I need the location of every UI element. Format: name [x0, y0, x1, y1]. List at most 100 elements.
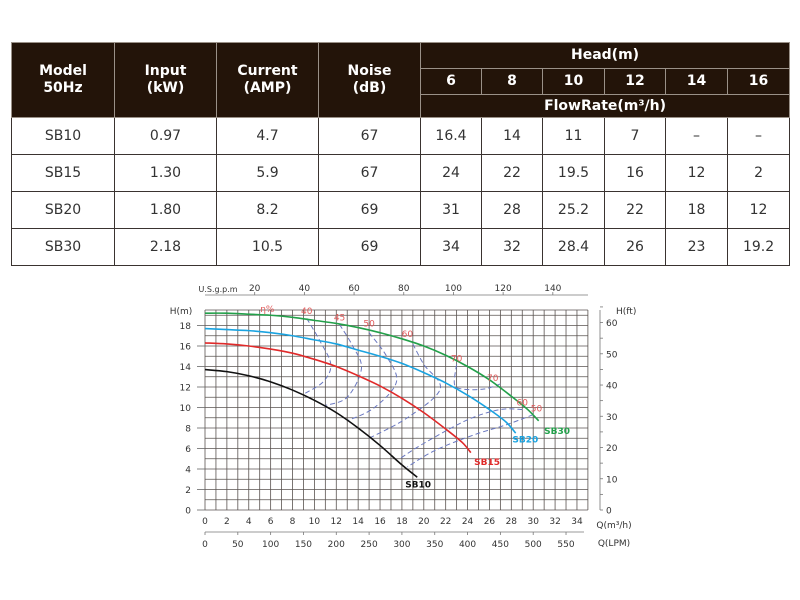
- flow-cell: 28.4: [542, 228, 605, 266]
- x-tick-label: 6: [268, 517, 274, 527]
- flow-cell: 32: [481, 228, 543, 266]
- header-head-group: Head(m): [419, 42, 791, 69]
- lpm-tick-label: 200: [328, 540, 345, 550]
- flow-cell: 19.5: [542, 154, 605, 192]
- efficiency-value-label: 50: [531, 405, 543, 415]
- x-tick-label: 0: [202, 517, 208, 527]
- ft-tick-label: 30: [606, 413, 618, 423]
- lpm-tick-label: 500: [525, 540, 542, 550]
- gpm-tick-label: 120: [495, 284, 512, 294]
- flow-cell: 28: [481, 191, 543, 229]
- current-cell: 10.5: [216, 228, 319, 266]
- efficiency-value-label: 60: [402, 330, 414, 340]
- x-tick-label: 16: [374, 517, 386, 527]
- gpm-tick-label: 80: [398, 284, 410, 294]
- ft-tick-label: 50: [606, 350, 618, 360]
- efficiency-curves: [303, 318, 534, 468]
- lpm-tick-label: 0: [202, 540, 208, 550]
- lpm-tick-label: 400: [459, 540, 476, 550]
- efficiency-curve-45: [325, 324, 362, 406]
- flow-cell: 22: [604, 191, 666, 229]
- model-cell: SB15: [11, 154, 115, 192]
- header-head-8: 8: [481, 68, 543, 95]
- y-tick-label: 16: [180, 343, 192, 353]
- efficiency-value-label: 70: [451, 354, 463, 364]
- pump-curve-sb15: [204, 342, 472, 454]
- header-head-14: 14: [665, 68, 728, 95]
- flow-cell: –: [726, 117, 791, 155]
- y-tick-label: 12: [180, 384, 191, 394]
- header-model: Model 50Hz: [11, 42, 115, 118]
- table-row: SB15 1.30 5.9 67 24 22 19.5 16 12 2: [11, 154, 791, 192]
- y-tick-label: 14: [180, 363, 192, 373]
- ft-tick-label: 40: [606, 382, 618, 392]
- noise-cell: 67: [318, 117, 421, 155]
- y-tick-label: 4: [185, 466, 191, 476]
- flow-cell: 2: [726, 154, 791, 192]
- chart-grid: [204, 309, 589, 511]
- pump-curve-sb20: [204, 327, 517, 434]
- header-input: Input (kW): [114, 42, 217, 118]
- flow-cell: 18: [665, 191, 728, 229]
- y-axis-label: H(m): [170, 307, 193, 317]
- flow-cell: 19.2: [726, 228, 791, 266]
- efficiency-curve-70: [453, 364, 501, 391]
- lpm-tick-label: 150: [295, 540, 312, 550]
- lpm-tick-label: 50: [232, 540, 244, 550]
- flow-cell: 14: [481, 117, 543, 155]
- input-cell: 2.18: [114, 228, 217, 266]
- model-cell: SB30: [11, 228, 115, 266]
- series-label-sb10: SB10: [405, 480, 431, 490]
- y-tick-label: 2: [185, 486, 191, 496]
- input-cell: 1.80: [114, 191, 217, 229]
- x-tick-label: 26: [484, 517, 496, 527]
- efficiency-curve-50: [407, 414, 534, 468]
- lpm-axis-label: Q(LPM): [598, 539, 630, 549]
- x-tick-label: 34: [571, 517, 583, 527]
- ft-tick-label: 60: [606, 319, 618, 329]
- gpm-tick-label: 60: [348, 284, 360, 294]
- model-cell: SB10: [11, 117, 115, 155]
- gpm-tick-label: 140: [544, 284, 561, 294]
- gpm-tick-label: 20: [249, 284, 261, 294]
- gpm-tick-label: 100: [445, 284, 462, 294]
- flow-cell: 12: [665, 154, 728, 192]
- flow-cell: 25.2: [542, 191, 605, 229]
- efficiency-label: η%: [260, 305, 275, 315]
- lpm-tick-label: 250: [361, 540, 378, 550]
- lpm-tick-label: 450: [492, 540, 509, 550]
- y-tick-label: 6: [185, 445, 191, 455]
- x-tick-label: 30: [527, 517, 539, 527]
- model-cell: SB20: [11, 191, 115, 229]
- flow-cell: 16: [604, 154, 666, 192]
- efficiency-value-label: 50: [363, 320, 375, 330]
- table-row: SB20 1.80 8.2 69 31 28 25.2 22 18 12: [11, 191, 791, 229]
- header-head-16: 16: [726, 68, 791, 95]
- current-cell: 8.2: [216, 191, 319, 229]
- header-current: Current (AMP): [216, 42, 319, 118]
- current-cell: 4.7: [216, 117, 319, 155]
- header-head-10: 10: [542, 68, 605, 95]
- flow-cell: 7: [604, 117, 666, 155]
- x-tick-label: 4: [246, 517, 252, 527]
- x-tick-label: 18: [396, 517, 408, 527]
- gpm-axis-label: U.S.g.p.m: [198, 285, 237, 294]
- noise-cell: 69: [318, 191, 421, 229]
- flow-cell: 26: [604, 228, 666, 266]
- flow-cell: 16.4: [420, 117, 482, 155]
- efficiency-value-label: 60: [517, 398, 529, 408]
- flow-cell: 34: [420, 228, 482, 266]
- flow-cell: 11: [542, 117, 605, 155]
- lpm-tick-label: 550: [557, 540, 574, 550]
- y-tick-label: 0: [185, 507, 191, 517]
- noise-cell: 69: [318, 228, 421, 266]
- flow-cell: –: [665, 117, 728, 155]
- gpm-tick-label: 40: [299, 284, 311, 294]
- table-row: SB10 0.97 4.7 67 16.4 14 11 7– –: [11, 117, 791, 155]
- x-tick-label: 24: [462, 517, 474, 527]
- y-tick-label: 8: [185, 425, 191, 435]
- series-label-sb30: SB30: [544, 427, 570, 437]
